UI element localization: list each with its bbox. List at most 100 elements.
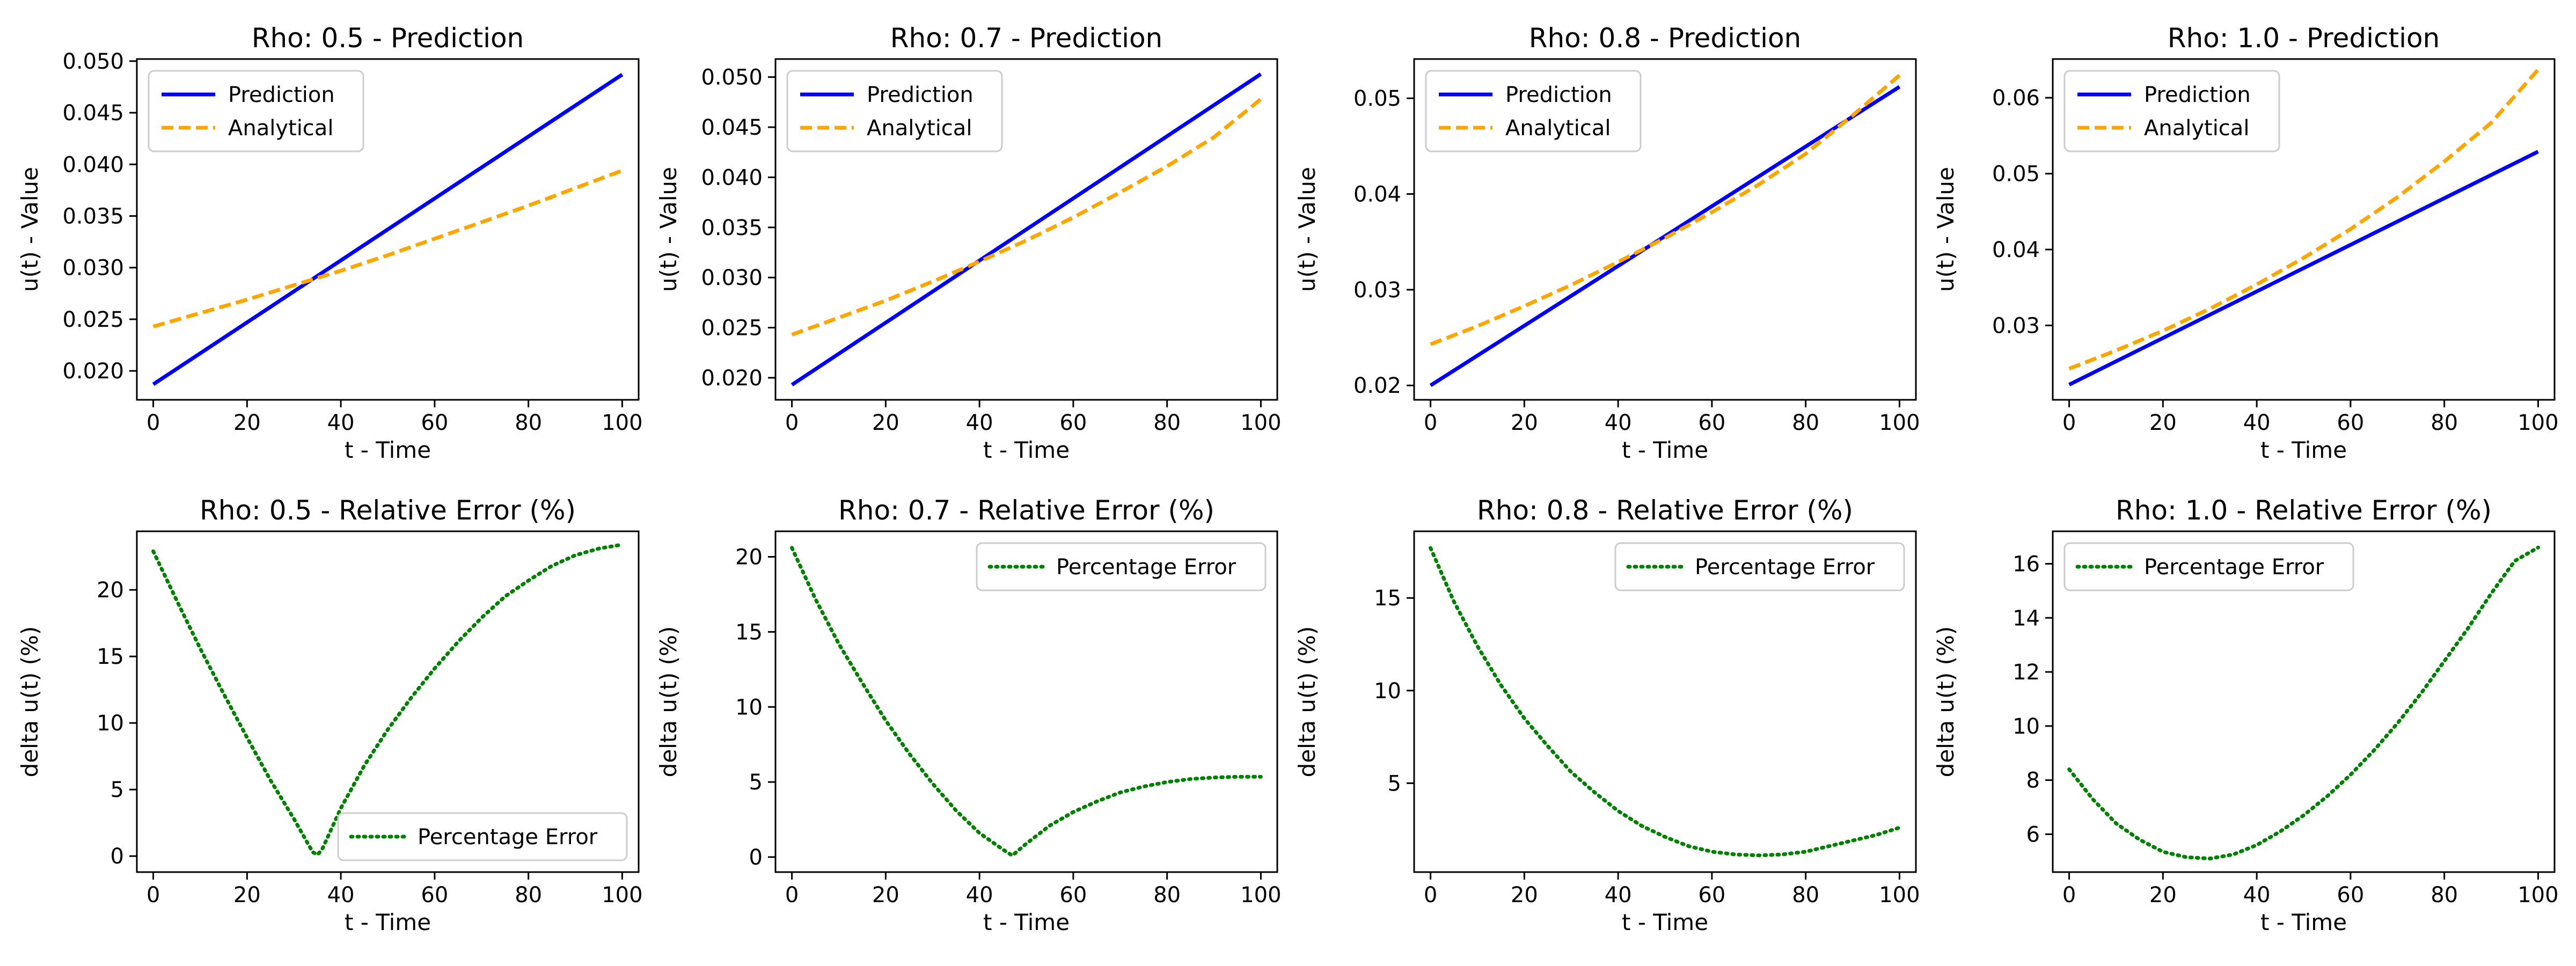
- x-tick-label: 40: [966, 411, 993, 435]
- y-tick-label: 0.030: [62, 256, 124, 281]
- legend: Percentage Error: [337, 812, 628, 861]
- y-tick-label: 0: [749, 845, 763, 870]
- subplot-3: Rho: 0.8 - Prediction 0 20 40 60 80 100 0.02 0.0…: [1294, 23, 1920, 463]
- x-tick-label: 20: [2149, 883, 2177, 908]
- x-tick-label: 0: [1424, 411, 1437, 435]
- legend: Percentage Error: [976, 542, 1267, 591]
- x-tick-label: 100: [602, 411, 642, 435]
- y-tick-label: 15: [97, 645, 124, 669]
- y-tick-label: 6: [2026, 822, 2040, 847]
- x-tick-label: 80: [1792, 411, 1819, 435]
- subplot-title: Rho: 1.0 - Prediction: [2168, 23, 2440, 54]
- plot-frame: [1413, 58, 1917, 401]
- legend: Prediction Analytical: [1425, 70, 1642, 152]
- subplot-title: Rho: 1.0 - Relative Error (%): [2116, 495, 2492, 526]
- series-line-analytical: [152, 169, 623, 328]
- y-tick-label: 0.02: [1353, 374, 1401, 398]
- x-tick-label: 60: [1698, 411, 1725, 435]
- legend-label: Percentage Error: [2144, 555, 2324, 580]
- x-tick-label: 40: [327, 411, 355, 435]
- series-line-prediction: [152, 72, 624, 386]
- subplot-title: Rho: 0.8 - Prediction: [1529, 23, 1802, 54]
- subplot-title: Rho: 0.5 - Prediction: [252, 23, 524, 54]
- subplot-4: Rho: 1.0 - Prediction 0 20 40 60 80 100 0.03 0.0…: [1933, 23, 2559, 463]
- x-tick-label: 40: [1605, 411, 1632, 435]
- y-axis-label: u(t) - Value: [1933, 167, 1959, 292]
- x-tick-label: 100: [1240, 411, 1281, 435]
- x-tick-label: 60: [1059, 883, 1087, 908]
- x-tick-label: 40: [1605, 883, 1632, 908]
- legend-label: Prediction: [867, 83, 974, 107]
- y-tick-label: 0.030: [701, 266, 763, 290]
- y-tick-label: 0.035: [62, 204, 124, 229]
- y-axis-label: delta u(t) (%): [1933, 626, 1959, 778]
- subplot-7: Rho: 0.8 - Relative Error (%) 0 20 40 60 80 10…: [1294, 495, 1920, 935]
- x-tick-label: 20: [2149, 411, 2177, 435]
- y-tick-label: 10: [2012, 714, 2040, 739]
- legend: Prediction Analytical: [148, 70, 364, 152]
- series-line-percentage-error: [790, 546, 1263, 858]
- x-tick-label: 60: [1059, 411, 1087, 435]
- x-tick-label: 80: [2431, 883, 2458, 908]
- subplot-1: Rho: 0.5 - Prediction 0 20 40 60 80 100 0.020 0.…: [17, 23, 643, 463]
- series-line-analytical: [791, 97, 1262, 336]
- y-tick-label: 0.050: [62, 49, 124, 74]
- y-tick-label: 0.045: [701, 115, 763, 140]
- legend-box: [1425, 70, 1642, 152]
- y-tick-label: 0.04: [1353, 182, 1401, 207]
- subplot-8: Rho: 1.0 - Relative Error (%) 0 20 40 60 80 10…: [1933, 495, 2559, 935]
- y-tick-label: 0.020: [62, 359, 124, 384]
- legend-label: Percentage Error: [1695, 555, 1875, 580]
- x-tick-label: 80: [515, 883, 542, 908]
- y-tick-label: 0.04: [1992, 238, 2040, 262]
- legend: Prediction Analytical: [2063, 70, 2280, 152]
- x-tick-label: 100: [602, 883, 642, 908]
- x-tick-label: 0: [785, 883, 799, 908]
- y-tick-label: 10: [97, 711, 124, 736]
- x-axis-label: t - Time: [983, 909, 1070, 935]
- y-tick-label: 0: [111, 844, 124, 869]
- x-tick-label: 80: [515, 411, 542, 435]
- y-tick-label: 0.035: [701, 216, 763, 240]
- y-tick-label: 20: [97, 578, 124, 603]
- legend-label: Analytical: [2144, 116, 2249, 141]
- x-axis-label: t - Time: [1622, 437, 1708, 463]
- y-axis-label: delta u(t) (%): [17, 626, 43, 778]
- plot-frame: [1413, 530, 1917, 873]
- legend-label: Prediction: [2144, 83, 2251, 107]
- legend-box: [1614, 542, 1905, 591]
- x-tick-label: 100: [1879, 411, 1920, 435]
- y-tick-label: 20: [735, 545, 763, 570]
- x-tick-label: 0: [147, 883, 160, 908]
- y-tick-label: 0.03: [1353, 278, 1401, 303]
- x-tick-label: 60: [421, 411, 448, 435]
- x-tick-label: 20: [233, 411, 261, 435]
- y-tick-label: 0.020: [701, 366, 763, 391]
- x-axis-label: t - Time: [2260, 437, 2347, 463]
- subplot-5: Rho: 0.5 - Relative Error (%) 0 20 40 60 80 10…: [17, 495, 643, 935]
- y-axis-label: u(t) - Value: [17, 167, 43, 292]
- x-tick-label: 0: [2062, 411, 2076, 435]
- plot-frame: [774, 58, 1278, 401]
- y-tick-label: 8: [2026, 769, 2040, 793]
- x-axis-label: t - Time: [1622, 909, 1708, 935]
- x-tick-label: 60: [421, 883, 448, 908]
- x-tick-label: 60: [1698, 883, 1725, 908]
- series-line-percentage-error: [2067, 545, 2540, 861]
- y-axis-label: delta u(t) (%): [655, 626, 682, 778]
- legend-box: [148, 70, 364, 152]
- x-axis-label: t - Time: [2260, 909, 2347, 935]
- y-axis-label: u(t) - Value: [1294, 167, 1320, 292]
- subplot-6: Rho: 0.7 - Relative Error (%) 0 20 40 60 80 10…: [655, 495, 1282, 935]
- plot-frame: [2052, 58, 2556, 401]
- series-line-analytical: [2068, 68, 2540, 371]
- y-tick-label: 10: [1374, 679, 1401, 704]
- x-tick-label: 40: [327, 883, 355, 908]
- x-tick-label: 40: [966, 883, 993, 908]
- series-line-percentage-error: [1429, 546, 1901, 858]
- legend-box: [337, 812, 628, 861]
- y-tick-label: 5: [1388, 771, 1401, 796]
- y-tick-label: 15: [735, 620, 763, 645]
- x-tick-label: 20: [1511, 411, 1538, 435]
